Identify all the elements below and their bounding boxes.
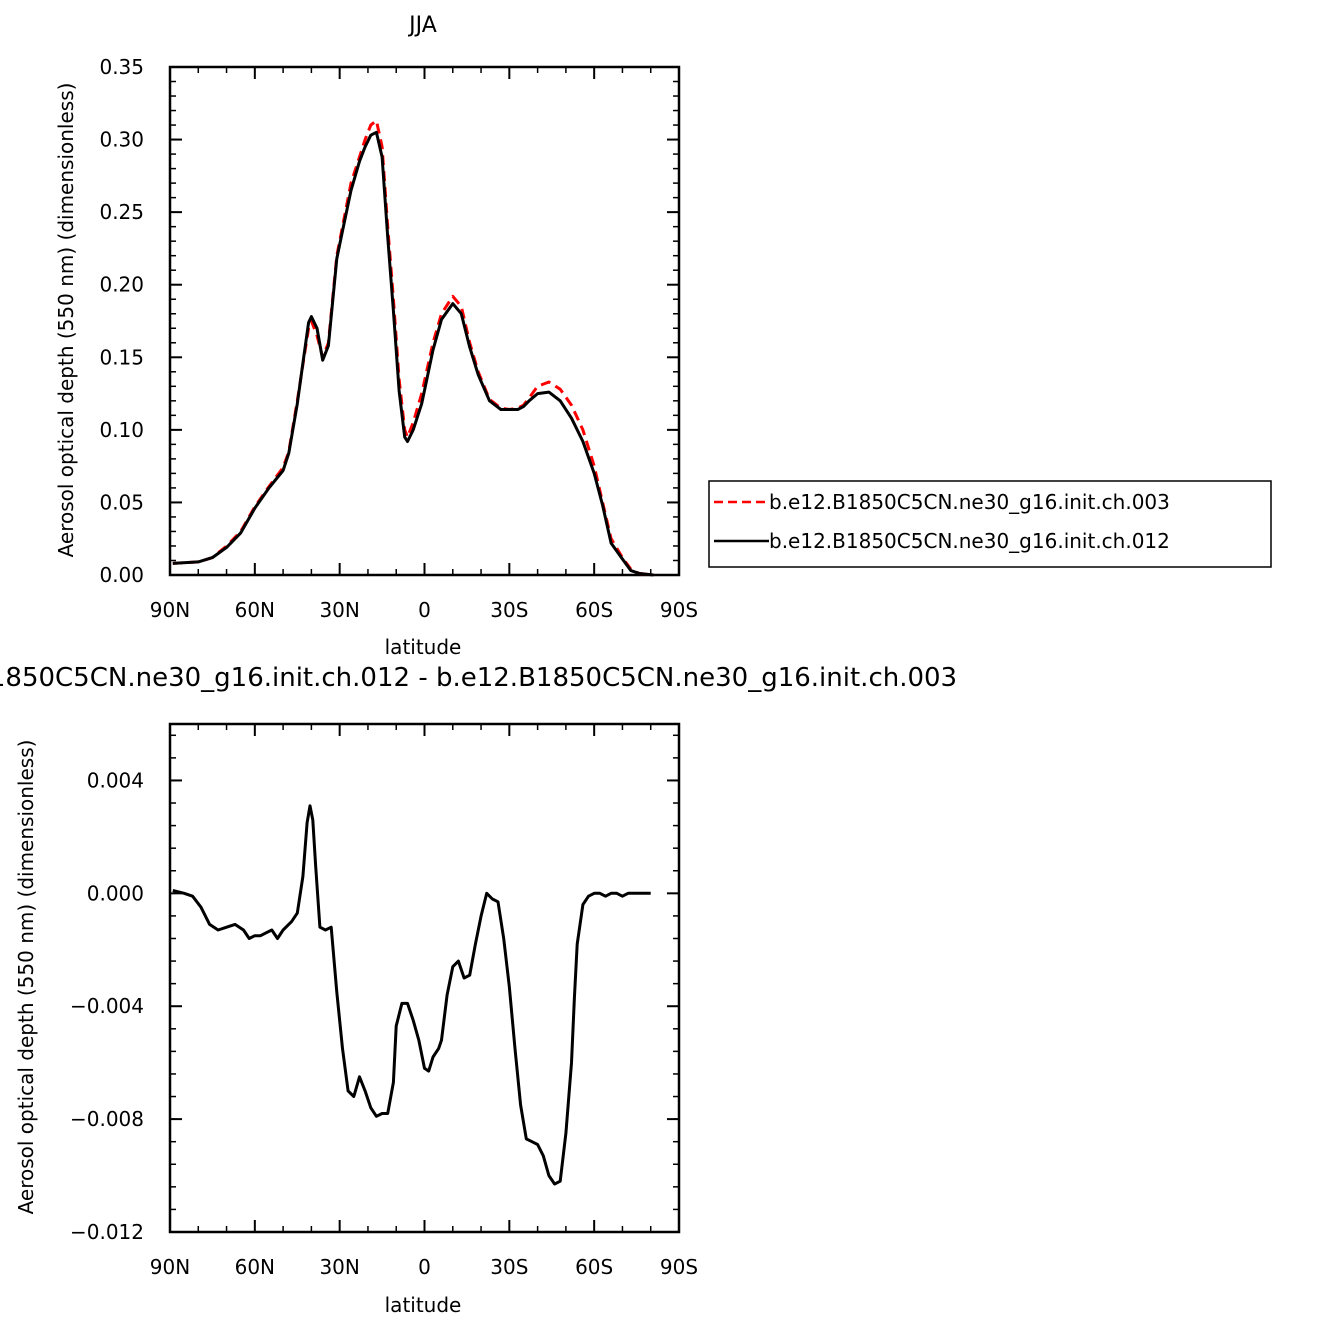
plot-frame-1: [168, 722, 681, 1234]
y-tick-label-0-5: 0.25: [99, 200, 144, 224]
x-tick-label-1-1: 60N: [235, 1255, 275, 1279]
top-title: JJA: [407, 13, 437, 38]
x-tick-label-0-0: 90N: [150, 598, 190, 622]
x-tick-label-0-3: 0: [418, 598, 431, 622]
x-tick-label-1-5: 60S: [575, 1255, 613, 1279]
top-xlabel: latitude: [385, 635, 462, 659]
top-lines: [172, 119, 654, 577]
bottom-xlabel: latitude: [385, 1293, 462, 1317]
y-tick-label-0-2: 0.10: [99, 418, 144, 442]
panel-bottom: b.e12.B1850C5CN.ne30_g16.init.ch.012 - b…: [0, 663, 957, 1317]
panel-top: JJA Aerosol optical depth (550 nm) (dime…: [54, 13, 698, 659]
bottom-ylabel: Aerosol optical depth (550 nm) (dimensio…: [14, 740, 38, 1215]
x-tick-label-0-2: 30N: [319, 598, 359, 622]
x-tick-label-1-6: 90S: [660, 1255, 698, 1279]
plot-frame-0: [168, 65, 681, 577]
y-tick-label-0-6: 0.30: [99, 128, 144, 152]
legend: b.e12.B1850C5CN.ne30_g16.init.ch.003 b.e…: [708, 480, 1272, 568]
bottom-lines: [172, 804, 651, 1186]
top-ylabel: Aerosol optical depth (550 nm) (dimensio…: [54, 83, 78, 558]
y-tick-label-1-4: 0.004: [87, 768, 144, 792]
y-tick-label-0-3: 0.15: [99, 345, 144, 369]
x-tick-label-0-4: 30S: [490, 598, 528, 622]
y-tick-label-0-7: 0.35: [99, 55, 144, 79]
y-tick-label-0-1: 0.05: [99, 490, 144, 514]
y-tick-label-1-1: −0.008: [70, 1107, 144, 1131]
bottom-title: b.e12.B1850C5CN.ne30_g16.init.ch.012 - b…: [0, 663, 957, 693]
y-tick-label-1-3: 0.000: [87, 881, 144, 905]
y-tick-label-1-0: −0.012: [70, 1220, 144, 1244]
x-tick-label-1-4: 30S: [490, 1255, 528, 1279]
x-tick-label-0-1: 60N: [235, 598, 275, 622]
series-line-0-1: [172, 130, 654, 577]
series-line-1-0: [172, 804, 651, 1186]
legend-label-0: b.e12.B1850C5CN.ne30_g16.init.ch.003: [769, 490, 1170, 514]
bottom-axes: 90N 60N 30N 0 30S 60S 90S −0.012 −0.008 −0.004 0.0…: [70, 722, 698, 1279]
y-tick-label-1-2: −0.004: [70, 994, 144, 1018]
x-tick-label-0-6: 90S: [660, 598, 698, 622]
x-tick-label-1-0: 90N: [150, 1255, 190, 1279]
x-tick-label-1-3: 0: [418, 1255, 431, 1279]
top-axes: 90N 60N 30N 0 30S 60S 90S 0.00 0.05 0.10 0.15 0.20 0…: [99, 55, 698, 622]
series-line-0-0: [172, 119, 654, 577]
legend-label-1: b.e12.B1850C5CN.ne30_g16.init.ch.012: [769, 529, 1170, 553]
x-tick-label-0-5: 60S: [575, 598, 613, 622]
y-tick-label-0-0: 0.00: [99, 563, 144, 587]
x-tick-label-1-2: 30N: [319, 1255, 359, 1279]
y-tick-label-0-4: 0.20: [99, 273, 144, 297]
legend-box: [708, 480, 1272, 568]
